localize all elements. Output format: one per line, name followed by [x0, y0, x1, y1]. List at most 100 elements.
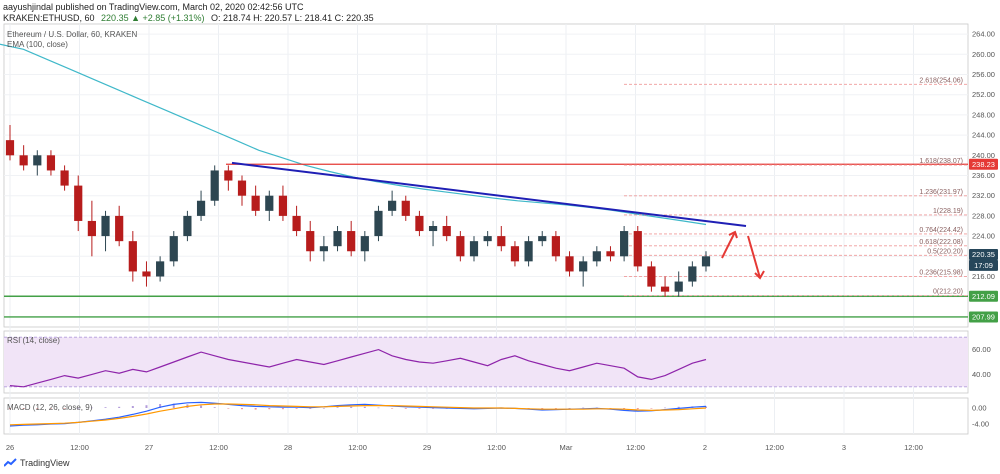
candle-body [551, 236, 560, 257]
y-tick-label: 260.00 [972, 50, 995, 59]
macd-histogram-bar [677, 406, 680, 408]
macd-histogram-bar [554, 408, 557, 409]
candle-body [278, 195, 288, 216]
macd-histogram-bar [172, 403, 175, 408]
fib-level-label: 0.236(215.98) [919, 270, 963, 277]
candle-body [265, 195, 274, 211]
rsi-band [4, 337, 968, 387]
candle-body [87, 220, 96, 237]
candle-body [633, 231, 642, 267]
x-tick-label: 28 [284, 443, 292, 452]
x-tick-label: 12:00 [209, 443, 228, 452]
publisher-line: aayushjindal published on TradingView.co… [3, 2, 304, 12]
ticker-line: KRAKEN:ETHUSD, 60 220.35 ▲ +2.85 (+1.31%… [3, 13, 374, 23]
price-change: 220.35 ▲ +2.85 (+1.31%) [101, 13, 205, 23]
fib-level-label: 2.618(254.06) [919, 77, 963, 84]
macd-signal-line [9, 403, 707, 426]
rsi-tick-label: 40.00 [972, 370, 991, 379]
candle-body [469, 241, 479, 257]
y-tick-label: 224.00 [972, 232, 995, 241]
macd-histogram-bar [650, 408, 653, 409]
macd-histogram-bar [336, 407, 339, 408]
x-tick-label: 12:00 [626, 443, 645, 452]
macd-tick-label: -4.00 [972, 420, 989, 429]
candle-body [142, 271, 151, 277]
macd-histogram-bar [309, 408, 312, 409]
macd-histogram-bar [705, 406, 707, 408]
macd-histogram-bar [131, 406, 134, 408]
candle-body [701, 256, 711, 267]
candle-body [347, 231, 356, 252]
price-badge [969, 259, 998, 271]
candle-body [360, 236, 369, 252]
candle-body [60, 170, 69, 186]
candle-body [401, 200, 410, 216]
candle-body [156, 261, 165, 277]
candle-body [101, 215, 110, 237]
fib-level-label: 1.236(231.97) [919, 189, 963, 196]
candle-body [74, 185, 83, 221]
macd-histogram-bar [541, 408, 544, 409]
x-tick-label: 27 [145, 443, 153, 452]
macd-histogram-bar [118, 406, 121, 408]
candle-body [538, 236, 547, 242]
price-badge-label: 220.35 [972, 250, 995, 259]
candle-body [510, 246, 520, 262]
x-tick-label: 2 [703, 443, 707, 452]
ticker: KRAKEN:ETHUSD, 60 [3, 13, 95, 23]
candle-body [374, 210, 383, 237]
macd-histogram-bar [404, 408, 407, 409]
macd-histogram-bar [636, 408, 639, 410]
x-tick-label: 12:00 [904, 443, 923, 452]
candle-body [33, 155, 42, 166]
macd-histogram-bar [295, 408, 298, 409]
y-tick-label: 244.00 [972, 131, 995, 140]
macd-histogram-bar [159, 404, 162, 408]
macd-histogram-bar [49, 408, 52, 409]
candle-body [660, 286, 670, 292]
symbol-label: Ethereum / U.S. Dollar, 60, KRAKEN [7, 30, 138, 39]
macd-histogram-bar [104, 407, 107, 408]
fib-level-label: 0(212.20) [933, 289, 963, 296]
fib-level-label: 1.618(238.07) [919, 158, 963, 165]
x-tick-label: 29 [423, 443, 431, 452]
candle-body [210, 170, 219, 201]
macd-histogram-bar [281, 408, 284, 410]
candle-body [333, 231, 342, 247]
tradingview-brand[interactable]: TradingView [4, 458, 70, 468]
candle-body [565, 256, 574, 272]
macd-histogram-bar [9, 408, 11, 410]
candle-body [415, 215, 424, 232]
macd-panel [3, 397, 969, 435]
macd-histogram-bar [213, 407, 216, 408]
ema-label: EMA (100, close) [7, 40, 68, 49]
x-tick-label: 12:00 [70, 443, 89, 452]
candle-body [674, 281, 683, 292]
y-tick-label: 236.00 [972, 171, 995, 180]
macd-histogram-bar [377, 407, 380, 409]
price-badge-label: 212.09 [972, 292, 995, 301]
candle-body [456, 236, 465, 257]
macd-histogram-bar [391, 408, 394, 409]
fib-level-label: 0.5(220.20) [927, 248, 963, 255]
macd-histogram-bar [77, 408, 80, 409]
price-badge [969, 311, 998, 323]
price-badge [969, 290, 998, 302]
macd-histogram-bar [22, 408, 25, 409]
macd-histogram-bar [568, 408, 571, 409]
macd-histogram-bar [90, 407, 93, 409]
macd-histogram-bar [145, 405, 148, 408]
price-badge-label: 17:09 [974, 261, 993, 270]
candle-body [169, 236, 178, 262]
candle-body [388, 200, 397, 211]
candle-body [620, 231, 629, 257]
price-badge-label: 207.99 [972, 313, 995, 322]
tradingview-logo-icon [4, 458, 17, 467]
macd-histogram-bar [418, 408, 421, 409]
macd-histogram-bar [582, 407, 585, 409]
macd-histogram-bar [363, 406, 366, 408]
price-badge [969, 249, 998, 261]
candle-body [292, 215, 301, 232]
y-tick-label: 264.00 [972, 30, 995, 39]
